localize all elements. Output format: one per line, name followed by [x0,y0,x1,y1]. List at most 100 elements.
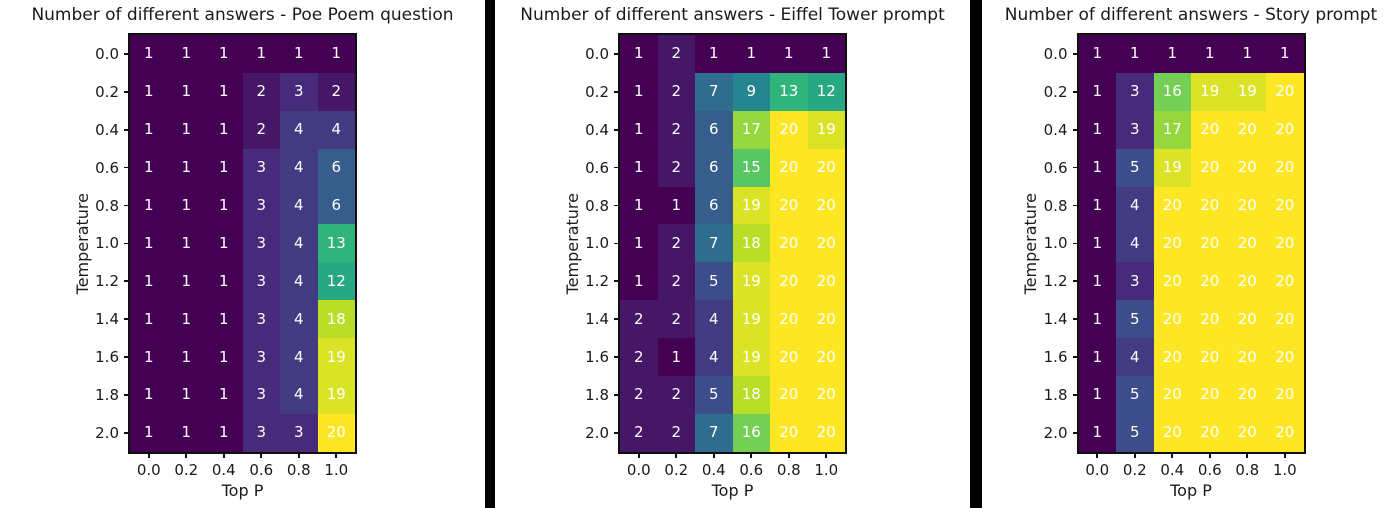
heatmap-cell: 19 [732,300,770,339]
y-tick: 0.6 [1044,149,1077,187]
y-tick-mark [124,318,128,320]
heatmap-cell: 2 [620,338,658,377]
heatmap-cell: 1 [1078,224,1116,263]
heatmap-cell: 1 [1078,413,1116,452]
x-tick-label: 0.2 [174,461,199,479]
heatmap-cell: 2 [657,300,695,339]
heatmap-cell: 6 [317,186,355,225]
heatmap-cell: 1 [620,72,658,111]
heatmap-cell: 3 [242,338,280,377]
heatmap-cell: 2 [620,300,658,339]
x-tick: 0.8 [280,454,318,479]
x-tick: 0.2 [658,454,696,479]
x-axis-label: Top P [1170,481,1212,500]
y-tick-mark [1072,128,1077,131]
heatmap-cell: 3 [242,262,280,301]
y-tick: 2.0 [1044,414,1077,452]
heatmap-cell: 20 [1228,148,1266,187]
x-tick-mark [297,454,300,458]
heatmap-cell: 4 [1116,186,1154,225]
heatmap-cell: 20 [1266,110,1304,149]
heatmap-cell: 1 [167,110,205,149]
heatmap-cell: 1 [1078,148,1116,187]
heatmap-cell: 4 [280,224,318,263]
y-tick-mark [614,318,618,320]
heatmap-cell: 1 [732,35,770,73]
x-tick-mark [712,454,715,458]
heatmap-cell: 3 [280,72,318,111]
y-tick: 0.6 [95,149,128,187]
x-tick: 1.0 [1266,454,1304,479]
heatmap-cell: 17 [732,110,770,149]
heatmap-cell: 1 [807,35,845,73]
heatmap-cell: 1 [167,376,205,414]
heatmap-cell: 1 [167,262,205,301]
y-tick-label: 0.2 [95,82,119,101]
heatmap-cell: 3 [242,186,280,225]
heatmap-cell: 3 [242,224,280,263]
y-axis-label: Temperature [1021,33,1040,454]
y-tick-mark [124,394,128,396]
heatmap-cell: 17 [1153,110,1191,149]
y-tick: 1.0 [95,224,128,262]
heatmap-cell: 6 [695,148,733,187]
heatmap-cell: 7 [695,224,733,263]
x-axis-ticks: 0.0 0.2 0.4 0.6 0.8 1.0 [1079,454,1304,479]
x-tick: 0.4 [695,454,733,479]
heatmap-cell: 1 [1191,35,1229,73]
heatmap-cell: 20 [807,338,845,377]
heatmap-panel-poe-poem: Number of different answers - Poe Poem q… [0,0,485,508]
y-tick: 1.6 [585,338,618,376]
y-tick-label: 0.8 [585,196,609,215]
heatmap-cell: 20 [1191,110,1229,149]
y-tick-mark [1072,204,1077,207]
y-tick: 1.8 [585,376,618,414]
heatmap-cell: 20 [770,186,808,225]
y-tick: 1.0 [1044,224,1077,262]
chart-title: Number of different answers - Story prom… [1004,5,1378,25]
heatmap-cell: 19 [1191,72,1229,111]
heatmap-cell: 3 [1116,72,1154,111]
heatmap-cell: 1 [620,262,658,301]
heatmap-cell: 1 [130,413,168,452]
y-tick-label: 2.0 [95,423,119,442]
heatmap-cell: 1 [167,224,205,263]
y-tick: 2.0 [95,414,128,452]
heatmap-cell: 20 [1228,413,1266,452]
heatmap-cell: 3 [242,148,280,187]
heatmap-cell: 4 [317,110,355,149]
y-tick-mark [1072,432,1077,434]
y-tick-mark [614,128,618,131]
heatmap-cell: 4 [1116,338,1154,377]
heatmap-cell: 7 [695,72,733,111]
heatmap-cell: 1 [1116,35,1154,73]
heatmap-cell: 19 [732,262,770,301]
x-tick-mark [1208,454,1211,458]
x-tick: 0.6 [243,454,281,479]
x-tick-mark [185,454,188,458]
heatmap-cell: 4 [280,338,318,377]
heatmap-cell: 6 [695,186,733,225]
heatmap-cell: 19 [317,376,355,414]
x-tick-label: 0.0 [136,461,161,479]
y-tick-mark [614,91,618,93]
x-tick-label: 0.4 [211,461,236,479]
y-tick-label: 1.2 [95,272,119,291]
y-tick-label: 1.2 [1043,272,1068,291]
x-tick-label: 0.8 [286,461,311,479]
heatmap-grid: 1 1 1 1 1 1 1 1 1 2 3 2 1 1 1 2 4 4 1 1 1 3 4 6 1 1 1 3 4 6 1 1 1 3 4 13 1 1 1… [128,33,357,454]
x-tick: 0.2 [1116,454,1154,479]
x-tick: 0.6 [1191,454,1229,479]
y-tick: 0.8 [1044,187,1077,225]
y-tick: 0.4 [585,111,618,149]
heatmap-cell: 1 [1078,72,1116,111]
heatmap-panel-story: Number of different answers - Story prom… [982,0,1400,508]
heatmap-cell: 1 [130,262,168,301]
heatmap-cell: 20 [807,148,845,187]
y-axis-label-text: Temperature [1021,192,1040,295]
x-tick: 0.2 [168,454,206,479]
heatmap-cell: 2 [657,148,695,187]
y-tick: 1.6 [1044,338,1077,376]
heatmap-cell: 1 [695,35,733,73]
y-tick: 1.2 [1044,262,1077,300]
